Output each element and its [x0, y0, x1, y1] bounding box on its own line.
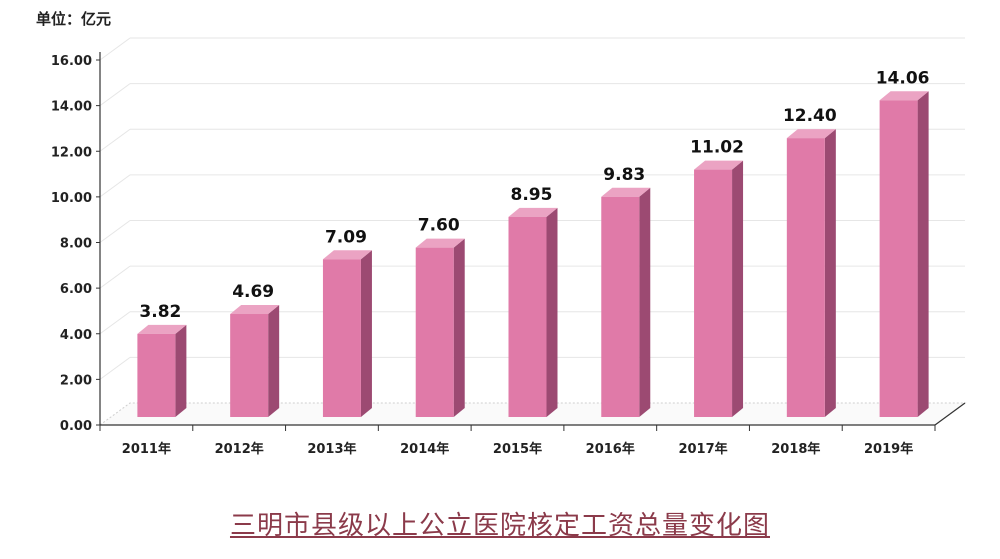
gridline-depth	[99, 128, 131, 152]
bar-side	[732, 160, 744, 417]
bar-top	[879, 91, 929, 101]
bar-top	[415, 238, 465, 248]
y-tick-label: 8.00	[60, 237, 92, 252]
bar	[415, 238, 465, 417]
bar-side	[917, 91, 929, 417]
y-tick-label: 4.00	[60, 328, 92, 343]
data-label: 4.69	[232, 282, 274, 302]
x-tick-labels: 2011年 2012年 2013年 2014年 2015年 2016年 2017年 2018年…	[122, 441, 913, 457]
bar-side	[546, 207, 558, 417]
bar-top	[322, 250, 372, 260]
y-tick-label: 10.00	[51, 191, 92, 206]
bar-front	[137, 333, 176, 417]
bar	[786, 129, 836, 417]
bar-front	[786, 138, 825, 417]
data-label: 7.60	[418, 216, 460, 236]
bar-top	[694, 160, 744, 170]
x-tick-label: 2011年	[122, 441, 171, 457]
bar-front	[230, 314, 269, 417]
bar-front	[601, 196, 640, 417]
x-axis-depth	[934, 402, 966, 426]
x-tick-label: 2018年	[771, 441, 820, 457]
data-labels: 3.82 4.69 7.09 7.60 8.95 9.83 11.02 12.40 14.06	[139, 68, 929, 322]
bar	[879, 91, 929, 417]
bar-side	[268, 305, 280, 417]
gridline-depth	[99, 311, 131, 335]
gridline-depth	[99, 83, 131, 107]
x-tick-label: 2017年	[678, 441, 727, 457]
data-label: 9.83	[603, 165, 645, 185]
bar-top	[786, 129, 836, 139]
x-tick-label: 2013年	[307, 441, 356, 457]
bar-side	[824, 129, 836, 417]
gridline-depth	[99, 37, 131, 61]
bar-side	[453, 238, 465, 417]
bars	[137, 91, 929, 417]
data-label: 11.02	[690, 138, 744, 158]
y-tick-label: 0.00	[60, 419, 92, 434]
y-tick-label: 16.00	[51, 54, 92, 69]
bar	[230, 305, 280, 417]
data-label: 14.06	[876, 68, 930, 88]
data-label: 7.09	[325, 227, 367, 247]
x-tick-label: 2014年	[400, 441, 449, 457]
bar	[694, 160, 744, 417]
bar-front	[879, 100, 918, 417]
bar-side	[360, 250, 372, 417]
bar	[322, 250, 372, 417]
bar	[137, 324, 187, 417]
y-tick-label: 6.00	[60, 282, 92, 297]
gridline-depth	[99, 265, 131, 289]
x-tick-label: 2016年	[586, 441, 635, 457]
bar-front	[694, 169, 733, 417]
y-tick-label: 14.00	[51, 100, 92, 115]
bar-front	[415, 247, 454, 417]
gridline-depth	[99, 174, 131, 198]
x-tick-label: 2015年	[493, 441, 542, 457]
bar-top	[601, 187, 651, 197]
bar	[601, 187, 651, 417]
y-tick-label: 2.00	[60, 373, 92, 388]
gridline-depth	[99, 220, 131, 243]
data-label: 8.95	[511, 185, 553, 205]
bar-front	[508, 216, 547, 417]
data-label: 12.40	[783, 106, 837, 126]
bar-top	[137, 324, 187, 334]
x-tick-label: 2019年	[864, 441, 913, 457]
bar-side	[175, 324, 187, 417]
chart-title: 三明市县级以上公立医院核定工资总量变化图	[229, 511, 770, 541]
bar-top	[508, 207, 558, 217]
x-tick-label: 2012年	[215, 441, 264, 457]
y-tick-labels: 0.00 2.00 4.00 6.00 8.00 10.00 12.00 14.00 16.00	[51, 54, 92, 434]
bar-front	[322, 259, 361, 417]
y-tick-label: 12.00	[51, 145, 92, 160]
gridline-depth	[99, 356, 131, 380]
bar-side	[639, 187, 651, 417]
bar-top	[230, 305, 280, 315]
bar	[508, 207, 558, 417]
data-label: 3.82	[139, 302, 181, 322]
unit-label: 单位：亿元	[36, 10, 112, 28]
